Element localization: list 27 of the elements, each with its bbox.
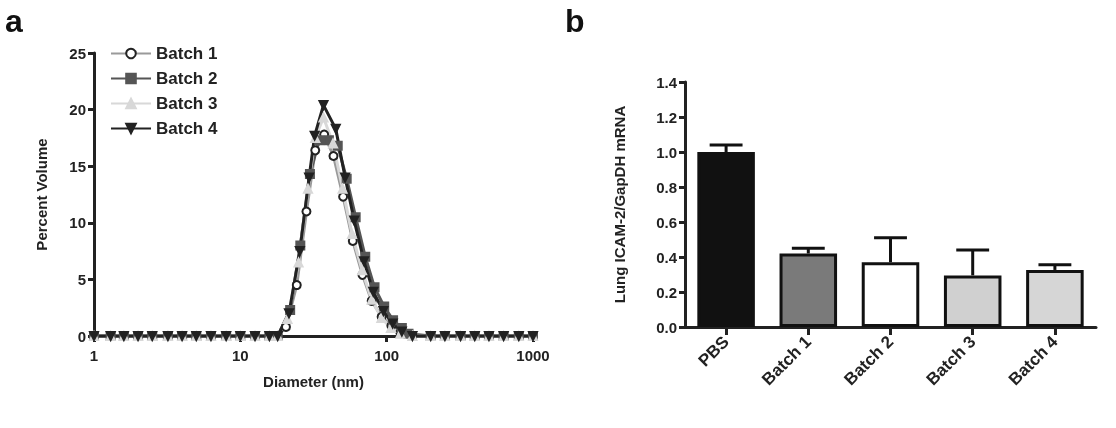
legend-label: Batch 2: [156, 69, 218, 88]
x-tick-label: 100: [374, 347, 400, 364]
y-axis-title: Lung ICAM-2/GapDH mRNA: [611, 105, 628, 304]
chart-title: b: [565, 3, 585, 39]
x-tick-label: 1: [89, 347, 99, 364]
y-tick-label: 15: [69, 157, 86, 175]
y-tick-label: 20: [69, 101, 86, 119]
x-axis-title: Diameter (nm): [263, 373, 364, 390]
y-tick-label: 0: [77, 327, 86, 345]
y-tick-label: 0.4: [656, 248, 678, 266]
y-tick-label: 0.0: [656, 318, 677, 336]
legend-label: Batch 3: [156, 94, 218, 113]
chart-title: a: [5, 3, 23, 39]
legend-label: Batch 4: [156, 119, 218, 138]
y-tick-label: 5: [77, 270, 86, 288]
x-tick-label: 1000: [516, 347, 550, 364]
y-axis-title: Percent Volume: [33, 138, 50, 251]
x-tick-label: 10: [231, 347, 249, 364]
y-tick-label: 1.0: [656, 143, 677, 161]
legend-label: Batch 1: [156, 44, 218, 63]
y-tick-label: 25: [69, 44, 86, 62]
y-tick-label: 0.8: [656, 178, 677, 196]
y-tick-label: 10: [69, 214, 86, 232]
y-tick-label: 1.4: [656, 73, 678, 91]
y-tick-label: 0.6: [656, 213, 677, 231]
y-tick-label: 0.2: [656, 283, 677, 301]
y-tick-label: 1.2: [656, 108, 677, 126]
